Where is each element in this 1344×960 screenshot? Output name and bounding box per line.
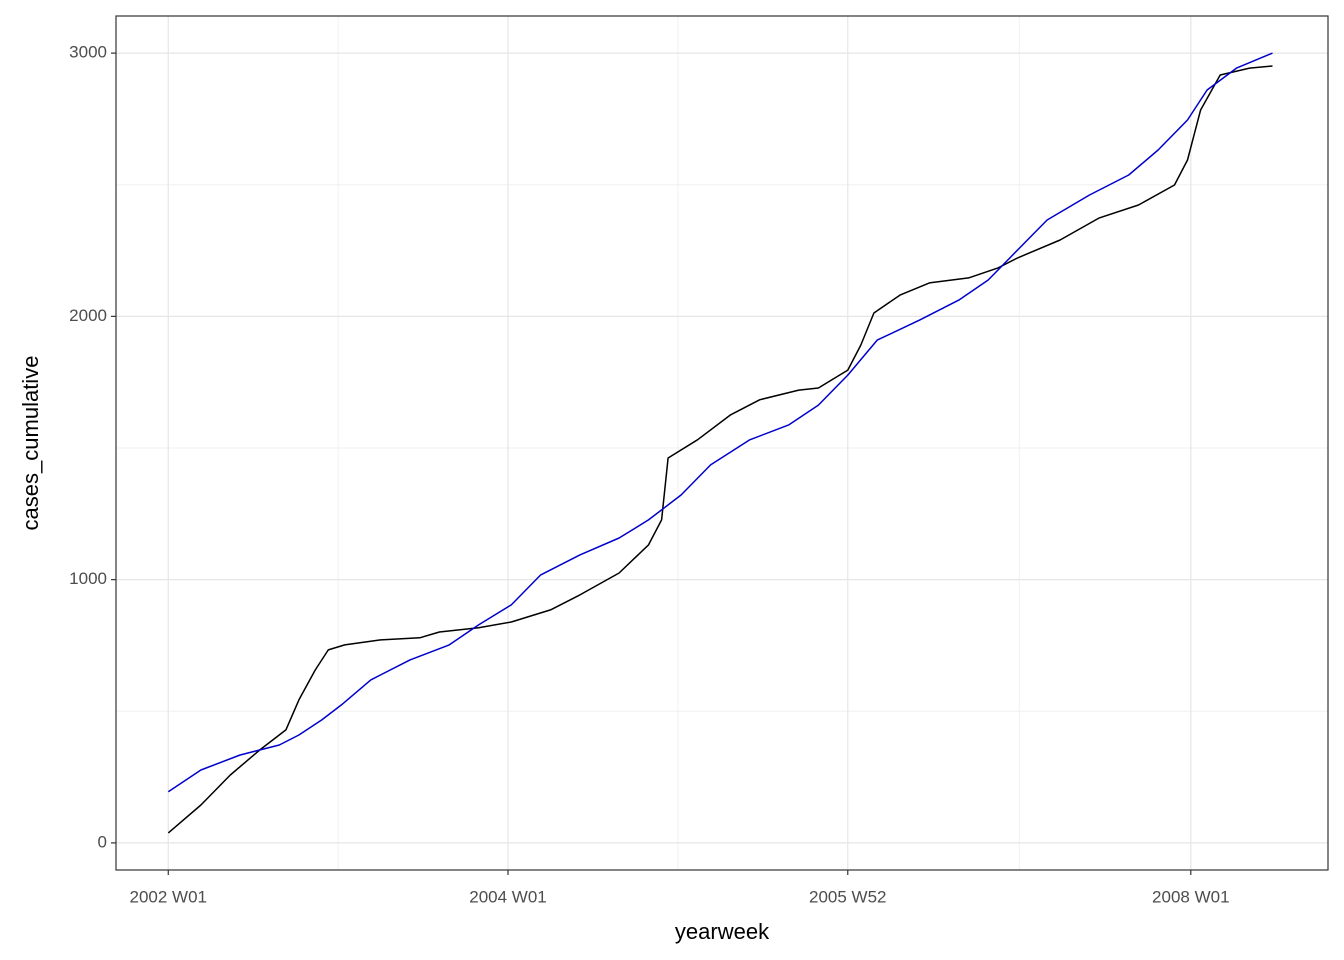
y-axis-label: cases_cumulative (18, 356, 43, 531)
line (167, 65, 1273, 834)
x-tick-label: 2008 W01 (1152, 887, 1230, 906)
y-tick-label: 0 (98, 832, 107, 851)
plot-background (116, 16, 1328, 870)
x-axis-label: yearweek (675, 919, 770, 944)
x-tick-label: 2005 W52 (809, 887, 887, 906)
x-tick-label: 2004 W01 (469, 887, 547, 906)
x-tick-label: 2002 W01 (130, 887, 208, 906)
y-tick-label: 2000 (69, 306, 107, 325)
plot-border (115, 15, 1329, 871)
line (167, 52, 1273, 793)
y-tick-label: 3000 (69, 43, 107, 62)
y-tick-label: 1000 (69, 569, 107, 588)
